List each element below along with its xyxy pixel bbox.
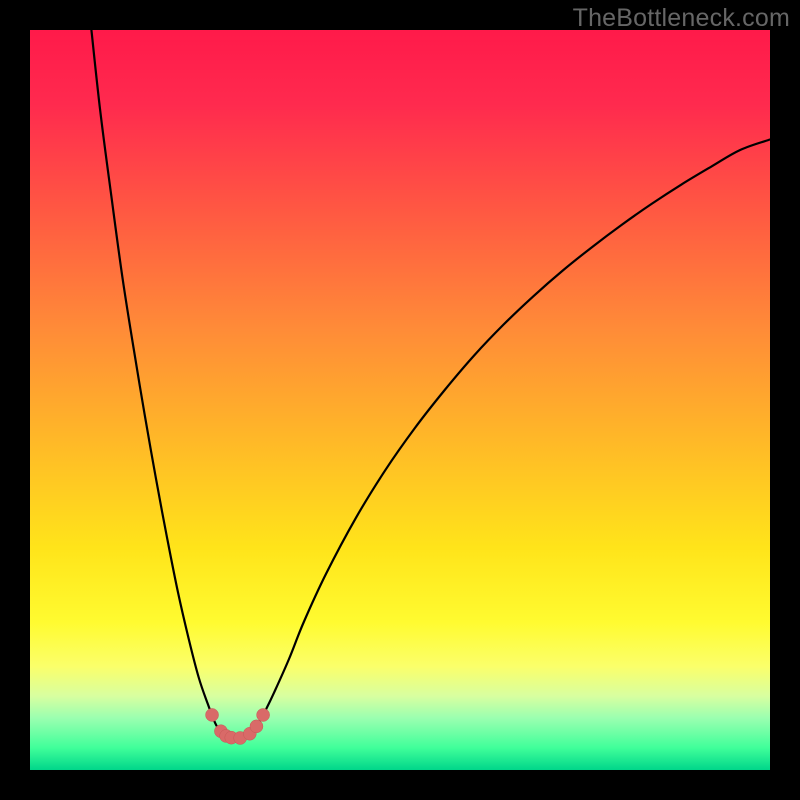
bottleneck-v-curve-chart: [0, 0, 800, 800]
trough-marker: [257, 708, 270, 721]
attribution-text: TheBottleneck.com: [573, 4, 790, 33]
trough-marker: [206, 708, 219, 721]
chart-frame: TheBottleneck.com: [0, 0, 800, 800]
trough-marker: [250, 720, 263, 733]
